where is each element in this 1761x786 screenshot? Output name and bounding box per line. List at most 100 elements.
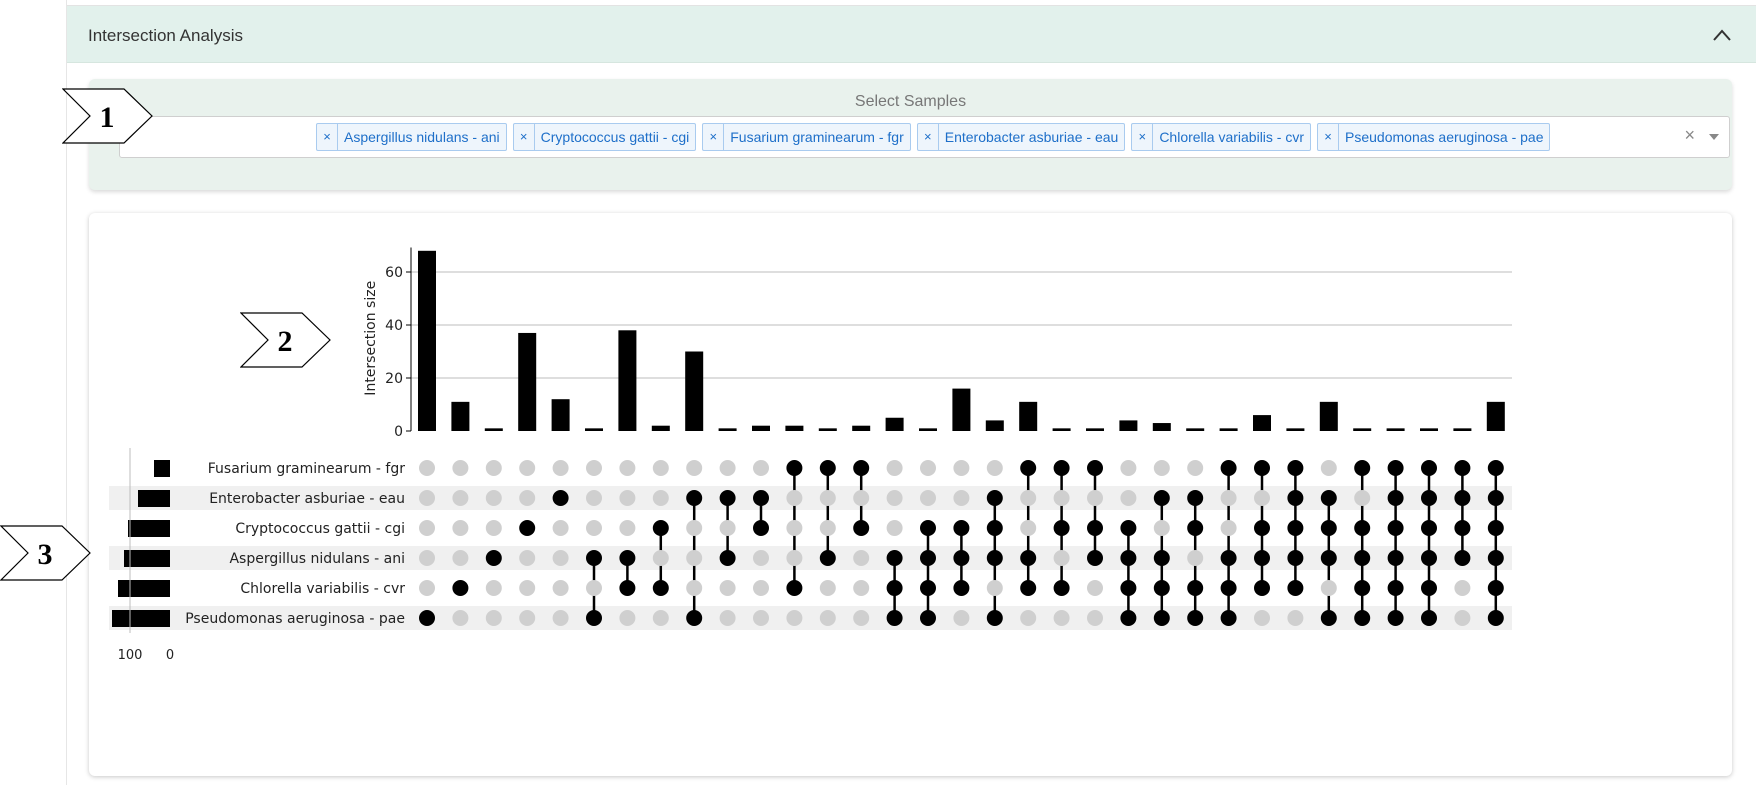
intersection-bar (1486, 401, 1505, 431)
remove-tag-icon[interactable]: × (918, 124, 939, 150)
remove-tag-icon[interactable]: × (514, 124, 535, 150)
membership-dot-inactive (419, 580, 435, 596)
callout-marker-3: 3 (0, 525, 91, 581)
membership-dot-inactive (1454, 580, 1471, 596)
y-tick-label: 20 (385, 371, 403, 387)
callout-label-2: 2 (278, 325, 293, 358)
membership-dot-active (1354, 580, 1371, 596)
membership-dot-inactive (953, 460, 970, 476)
sample-multiselect[interactable]: × Aspergillus nidulans - ani × Cryptococcus… (119, 116, 1730, 158)
set-size-bar (138, 490, 170, 507)
remove-tag-icon[interactable]: × (703, 124, 725, 150)
intersection-bar (852, 425, 871, 431)
membership-dot-active (1087, 520, 1103, 536)
membership-dot-active (1487, 490, 1504, 506)
panel-header[interactable]: Intersection Analysis (67, 6, 1756, 63)
membership-dot-active (1320, 490, 1337, 506)
membership-dot-inactive (552, 460, 569, 476)
membership-dot-active (1254, 580, 1270, 596)
membership-dot-inactive (1120, 490, 1137, 506)
selected-sample-tag[interactable]: × Pseudomonas aeruginosa - pae (1317, 123, 1551, 151)
membership-dot-active (1320, 550, 1337, 566)
upset-plot-card: 0 20 40 60 Intersection size Fusarium gramine… (89, 213, 1732, 776)
membership-dot-inactive (686, 520, 703, 536)
chevron-up-icon[interactable] (1710, 24, 1734, 46)
membership-dot-inactive (719, 460, 736, 476)
selected-sample-tag[interactable]: × Cryptococcus gattii - cgi (512, 123, 697, 151)
membership-dot-active (1120, 580, 1137, 596)
membership-dot-inactive (586, 460, 602, 476)
y-tick-label: 0 (394, 424, 403, 440)
membership-dot-inactive (886, 460, 903, 476)
membership-dot-inactive (1053, 550, 1070, 566)
membership-dot-active (1320, 610, 1337, 626)
membership-dot-inactive (886, 490, 903, 506)
membership-dot-inactive (786, 550, 803, 566)
membership-dot-active (753, 520, 769, 536)
intersection-bar (985, 420, 1004, 431)
membership-dot-inactive (485, 610, 502, 626)
membership-dot-inactive (853, 580, 870, 596)
membership-dot-active (1387, 580, 1404, 596)
intersection-bar (919, 428, 937, 431)
membership-dot-inactive (786, 610, 803, 626)
intersection-bar (1253, 415, 1271, 431)
membership-dot-inactive (1020, 610, 1037, 626)
set-size-bar (128, 520, 170, 537)
clear-all-icon[interactable]: × (1684, 125, 1695, 145)
membership-dot-active (1287, 490, 1304, 506)
intersection-bar (1386, 428, 1405, 431)
remove-tag-icon[interactable]: × (1132, 124, 1154, 150)
membership-dot-inactive (853, 550, 870, 566)
selected-sample-tag[interactable]: × Fusarium graminearum - fgr (702, 123, 911, 151)
intersection-bar (1052, 428, 1071, 431)
membership-dot-active (953, 550, 970, 566)
membership-dot-active (1287, 580, 1304, 596)
callout-marker-2: 2 (240, 312, 331, 368)
selected-sample-tag[interactable]: × Chlorella variabilis - cvr (1131, 123, 1312, 151)
membership-dot-inactive (652, 610, 669, 626)
membership-dot-active (1387, 490, 1404, 506)
membership-dot-active (586, 610, 602, 626)
membership-dot-inactive (719, 610, 736, 626)
membership-dot-active (619, 580, 636, 596)
intersection-bar (685, 351, 704, 431)
membership-dot-inactive (419, 520, 435, 536)
intersection-bar (1019, 401, 1038, 431)
intersection-bar (484, 428, 503, 431)
selected-sample-tag[interactable]: × Enterobacter asburiae - eau (916, 123, 1126, 151)
membership-dot-inactive (452, 520, 469, 536)
membership-dot-active (1120, 520, 1137, 536)
membership-dot-active (519, 520, 536, 536)
intersection-bar (1286, 428, 1305, 431)
membership-dot-active (1421, 610, 1437, 626)
membership-dot-active (1020, 580, 1037, 596)
set-label: Aspergillus nidulans - ani (229, 551, 405, 567)
membership-dot-active (1387, 520, 1404, 536)
membership-dot-inactive (753, 460, 769, 476)
membership-dot-inactive (1053, 490, 1070, 506)
membership-dot-active (1454, 550, 1471, 566)
membership-dot-active (1153, 550, 1170, 566)
intersection-bar (651, 425, 670, 431)
membership-dot-active (753, 490, 769, 506)
membership-dot-active (886, 550, 903, 566)
intersection-bar (518, 332, 537, 431)
tag-label: Cryptococcus gattii - cgi (540, 129, 690, 145)
membership-dot-active (719, 550, 736, 566)
membership-dot-active (1320, 520, 1337, 536)
set-size-tick-label: 100 (118, 648, 143, 663)
membership-dot-active (1487, 550, 1504, 566)
remove-tag-icon[interactable]: × (317, 124, 338, 150)
membership-dot-inactive (1354, 490, 1371, 506)
intersection-bar (1453, 428, 1472, 431)
remove-tag-icon[interactable]: × (1318, 124, 1340, 150)
caret-down-icon[interactable] (1709, 134, 1719, 140)
intersection-bar (551, 399, 570, 431)
membership-dot-inactive (419, 550, 435, 566)
membership-dot-active (552, 490, 569, 506)
row-stripe (109, 606, 1512, 630)
intersection-bar (1353, 428, 1372, 431)
selected-sample-tag[interactable]: × Aspergillus nidulans - ani (316, 123, 507, 151)
membership-dot-active (853, 460, 870, 476)
